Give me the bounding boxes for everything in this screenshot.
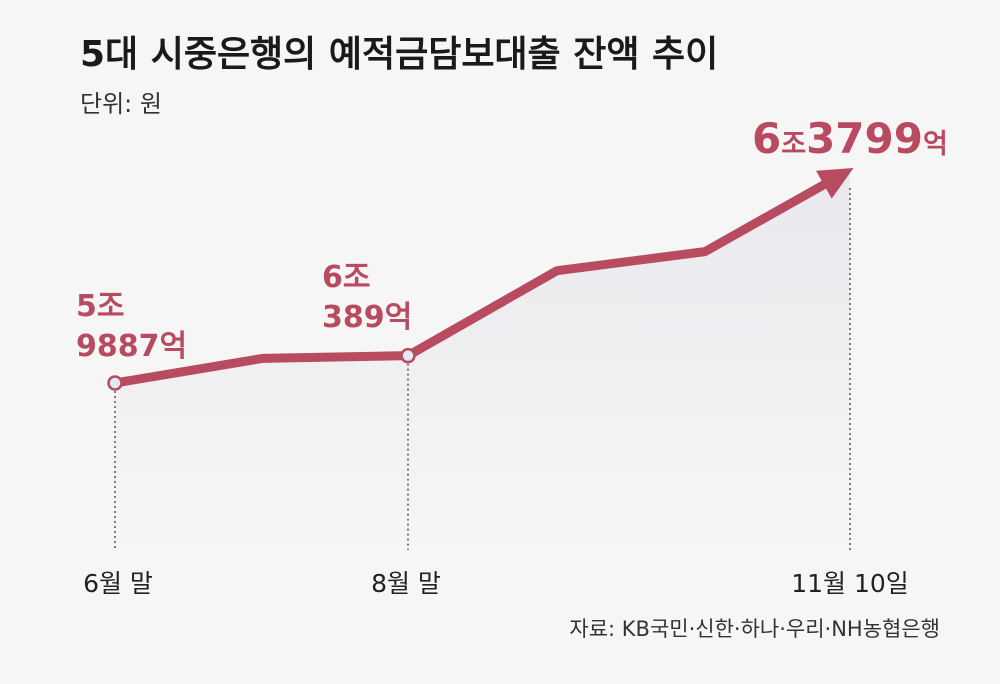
value-label-nov-part-4: 억 <box>923 129 948 160</box>
value-label-jun-2: 9887억 <box>76 329 187 364</box>
series-line <box>114 179 828 388</box>
area-fill <box>115 170 850 560</box>
value-label-nov-part-3: 3799 <box>806 114 923 163</box>
value-label-aug-2: 389억 <box>322 300 412 335</box>
x-tick-label-jun: 6월 말 <box>83 569 153 598</box>
arrow-head <box>816 168 854 199</box>
x-tick-label-aug: 8월 말 <box>371 569 441 598</box>
point-marker-jun <box>107 375 123 391</box>
value-label-nov: 6조3799억 <box>752 114 948 163</box>
value-label-aug-1: 6조 <box>322 260 370 295</box>
source-note: 자료: KB국민·신한·하나·우리·NH농협은행 <box>569 617 940 641</box>
point-marker-aug <box>400 347 416 364</box>
unit-label: 단위: 원 <box>80 90 162 118</box>
value-label-nov-part-1: 6 <box>752 114 781 163</box>
value-label-nov-part-2: 조 <box>781 129 806 160</box>
page-title: 5대 시중은행의 예적금담보대출 잔액 추이 <box>80 34 718 75</box>
value-label-jun-1: 5조 <box>76 289 124 324</box>
x-tick-label-nov: 11월 10일 <box>791 569 909 598</box>
